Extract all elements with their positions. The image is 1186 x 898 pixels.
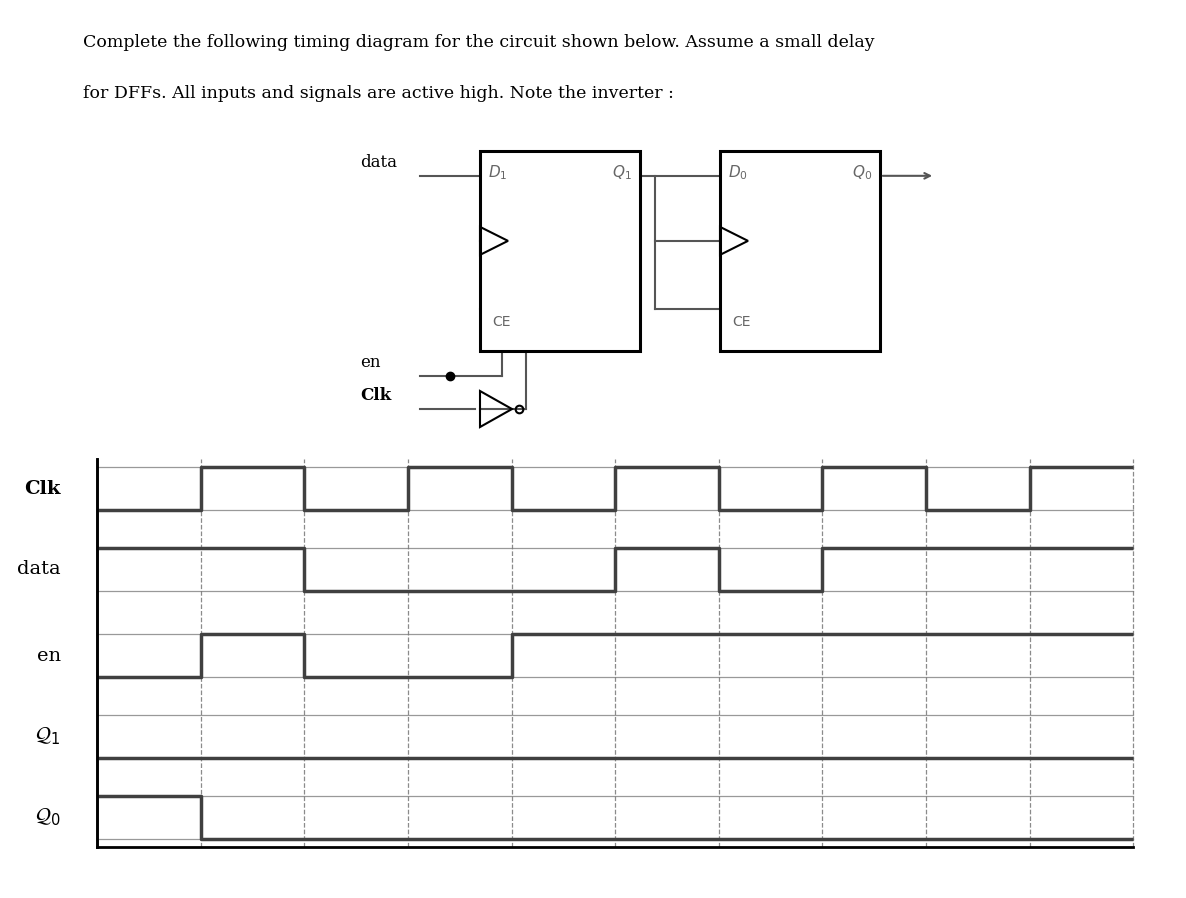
Text: data: data — [17, 560, 60, 578]
Text: $\mathcal{Q}_1$: $\mathcal{Q}_1$ — [36, 726, 60, 747]
Text: Clk: Clk — [361, 387, 391, 404]
Text: data: data — [361, 154, 397, 171]
Text: $\mathcal{Q}_0$: $\mathcal{Q}_0$ — [34, 806, 60, 828]
Text: for DFFs. All inputs and signals are active high. Note the inverter :: for DFFs. All inputs and signals are act… — [83, 84, 674, 101]
Text: en: en — [361, 354, 381, 371]
Text: $Q_1$: $Q_1$ — [612, 163, 632, 181]
Text: Clk: Clk — [24, 480, 60, 497]
Text: $D_0$: $D_0$ — [728, 163, 748, 181]
Text: CE: CE — [732, 315, 751, 329]
Bar — [480, 151, 640, 351]
Text: en: en — [37, 647, 60, 665]
Text: $D_1$: $D_1$ — [487, 163, 508, 181]
Bar — [720, 151, 880, 351]
Text: CE: CE — [492, 315, 510, 329]
Text: Complete the following timing diagram for the circuit shown below. Assume a smal: Complete the following timing diagram fo… — [83, 34, 874, 51]
Text: $Q_0$: $Q_0$ — [852, 163, 872, 181]
